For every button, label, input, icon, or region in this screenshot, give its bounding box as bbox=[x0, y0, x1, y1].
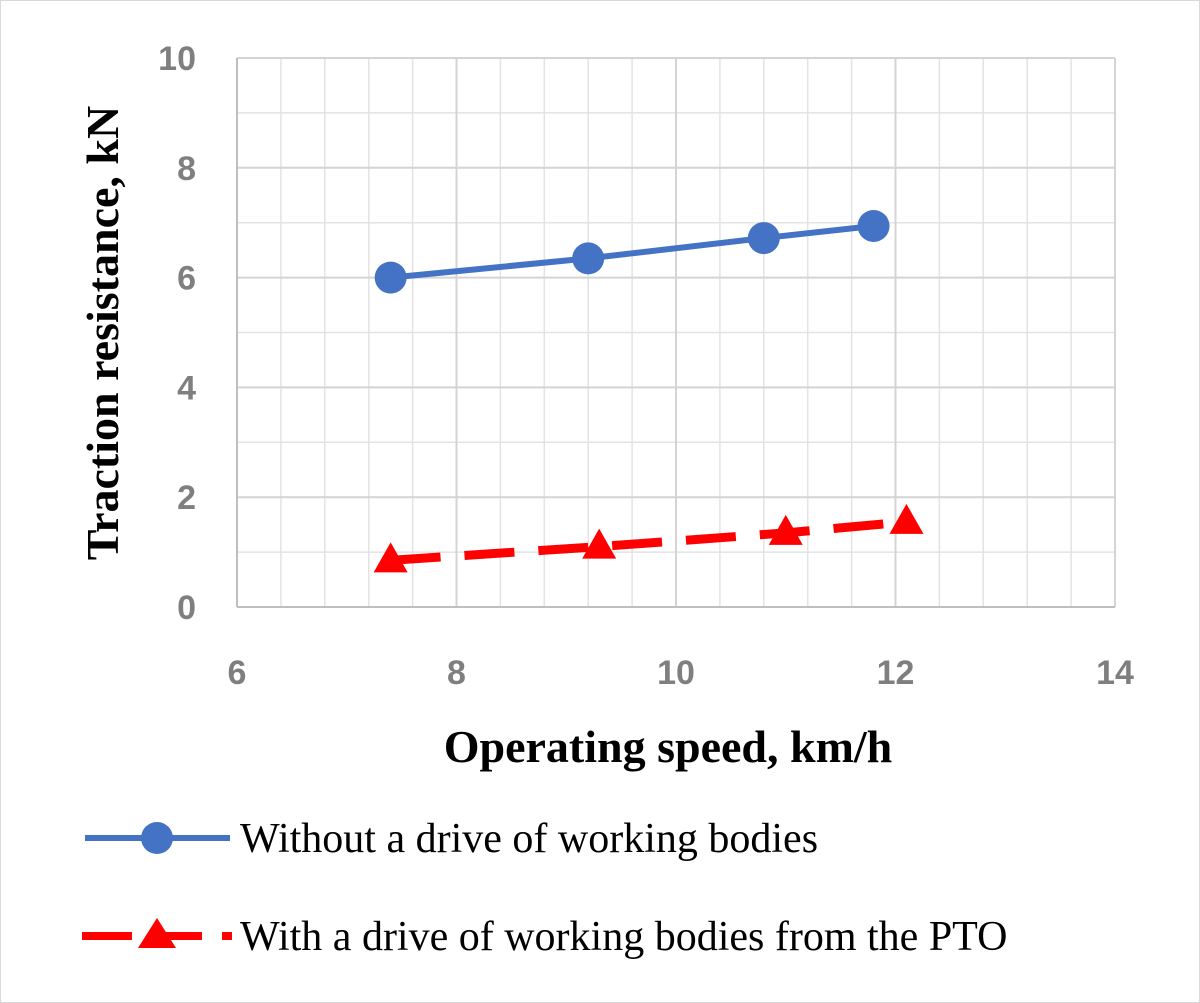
x-tick-label: 12 bbox=[877, 654, 915, 692]
data-point bbox=[582, 528, 617, 559]
legend-triangle-marker-icon bbox=[138, 918, 176, 948]
x-tick-label: 8 bbox=[447, 654, 466, 692]
legend: Without a drive of working bodies With a… bbox=[82, 816, 1007, 960]
axes bbox=[236, 58, 1115, 608]
x-tick-label: 6 bbox=[228, 654, 247, 692]
data-point bbox=[747, 222, 780, 255]
data-point bbox=[857, 209, 890, 242]
data-point bbox=[374, 261, 407, 294]
y-tick-label: 6 bbox=[177, 260, 196, 298]
y-tick-label: 8 bbox=[177, 150, 196, 188]
x-tick-label: 10 bbox=[657, 654, 695, 692]
series-group bbox=[373, 209, 924, 573]
x-axis-title: Operating speed, km/h bbox=[444, 721, 893, 772]
y-tick-label: 4 bbox=[177, 369, 196, 407]
data-point bbox=[373, 542, 408, 573]
series-line-1 bbox=[390, 223, 874, 281]
legend-item-series-1: Without a drive of working bodies bbox=[85, 816, 818, 862]
series-2 bbox=[373, 503, 924, 573]
data-point bbox=[768, 514, 803, 545]
data-point bbox=[572, 242, 605, 275]
legend-item-series-2: With a drive of working bodies from the … bbox=[82, 914, 1007, 960]
data-point bbox=[889, 503, 924, 534]
y-tick-label: 2 bbox=[177, 479, 196, 517]
y-axis-title: Traction resistance, kN bbox=[77, 106, 128, 560]
legend-label-series-2: With a drive of working bodies from the … bbox=[240, 914, 1007, 960]
legend-label-series-1: Without a drive of working bodies bbox=[240, 816, 818, 862]
y-tick-label: 0 bbox=[177, 589, 196, 627]
series-1 bbox=[374, 209, 890, 294]
grid bbox=[236, 57, 1116, 608]
y-tick-label: 10 bbox=[158, 40, 196, 78]
x-tick-labels: 6 8 10 12 14 bbox=[228, 654, 1134, 692]
y-tick-labels: 0 2 4 6 8 10 bbox=[158, 40, 196, 627]
series-line-2 bbox=[390, 517, 907, 565]
legend-circle-marker-icon bbox=[141, 822, 173, 854]
x-tick-label: 14 bbox=[1096, 654, 1134, 692]
